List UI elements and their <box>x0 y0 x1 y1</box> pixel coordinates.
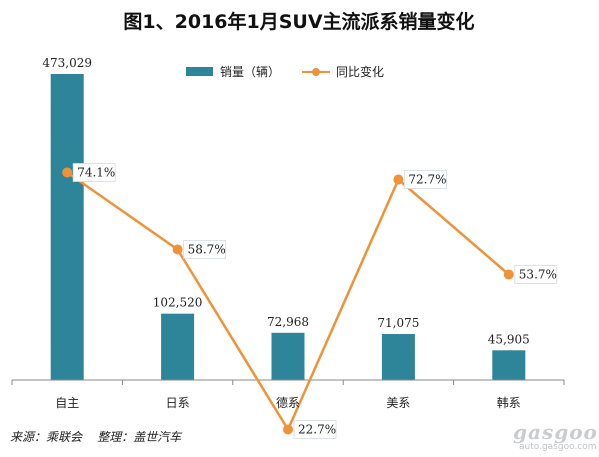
category-label: 韩系 <box>497 395 521 410</box>
pct-label-box <box>293 420 337 439</box>
category-label: 自主 <box>55 396 79 410</box>
bar <box>492 350 526 380</box>
pct-label-box <box>183 240 227 259</box>
gasgoo-logo: gasgoo auto.gasgoo.com <box>505 414 597 454</box>
legend-line-marker <box>312 68 320 76</box>
pct-label: 58.7% <box>188 243 226 257</box>
legend-bar-label: 销量（辆） <box>220 65 280 79</box>
pct-label: 72.7% <box>408 173 446 187</box>
legend-line-label: 同比变化 <box>336 64 384 79</box>
logo-url: auto.gasgoo.com <box>519 442 597 452</box>
category-label: 德系 <box>276 395 300 410</box>
bar <box>381 334 415 380</box>
category-label: 日系 <box>166 396 190 410</box>
category-label: 美系 <box>386 396 410 410</box>
yoy-point <box>503 269 514 280</box>
bar-value-label: 473,029 <box>42 56 92 70</box>
logo-wordmark: gasgoo <box>513 420 598 444</box>
legend-bar-swatch <box>186 67 213 76</box>
yoy-line <box>66 171 510 431</box>
bar <box>161 313 195 380</box>
pct-label: 74.1% <box>77 166 115 180</box>
bar-value-label: 45,905 <box>488 332 530 346</box>
chart-title: 图1、2016年1月SUV主流派系销量变化 <box>123 10 474 33</box>
pct-label-box <box>514 265 558 284</box>
pct-label: 53.7% <box>519 268 557 282</box>
bar-value-label: 102,520 <box>153 296 203 310</box>
pct-label-box <box>403 170 447 189</box>
yoy-point <box>62 167 73 178</box>
bar <box>50 74 84 380</box>
bar <box>271 332 305 380</box>
yoy-point <box>393 174 404 185</box>
pct-label: 22.7% <box>298 423 336 437</box>
bar-value-label: 72,968 <box>267 315 309 329</box>
bar-value-label: 71,075 <box>377 316 419 330</box>
yoy-point <box>283 424 293 435</box>
source-note: 来源：乘联会 整理：盖世汽车 <box>10 430 182 444</box>
pct-label-box <box>72 163 116 182</box>
yoy-point <box>172 244 183 255</box>
